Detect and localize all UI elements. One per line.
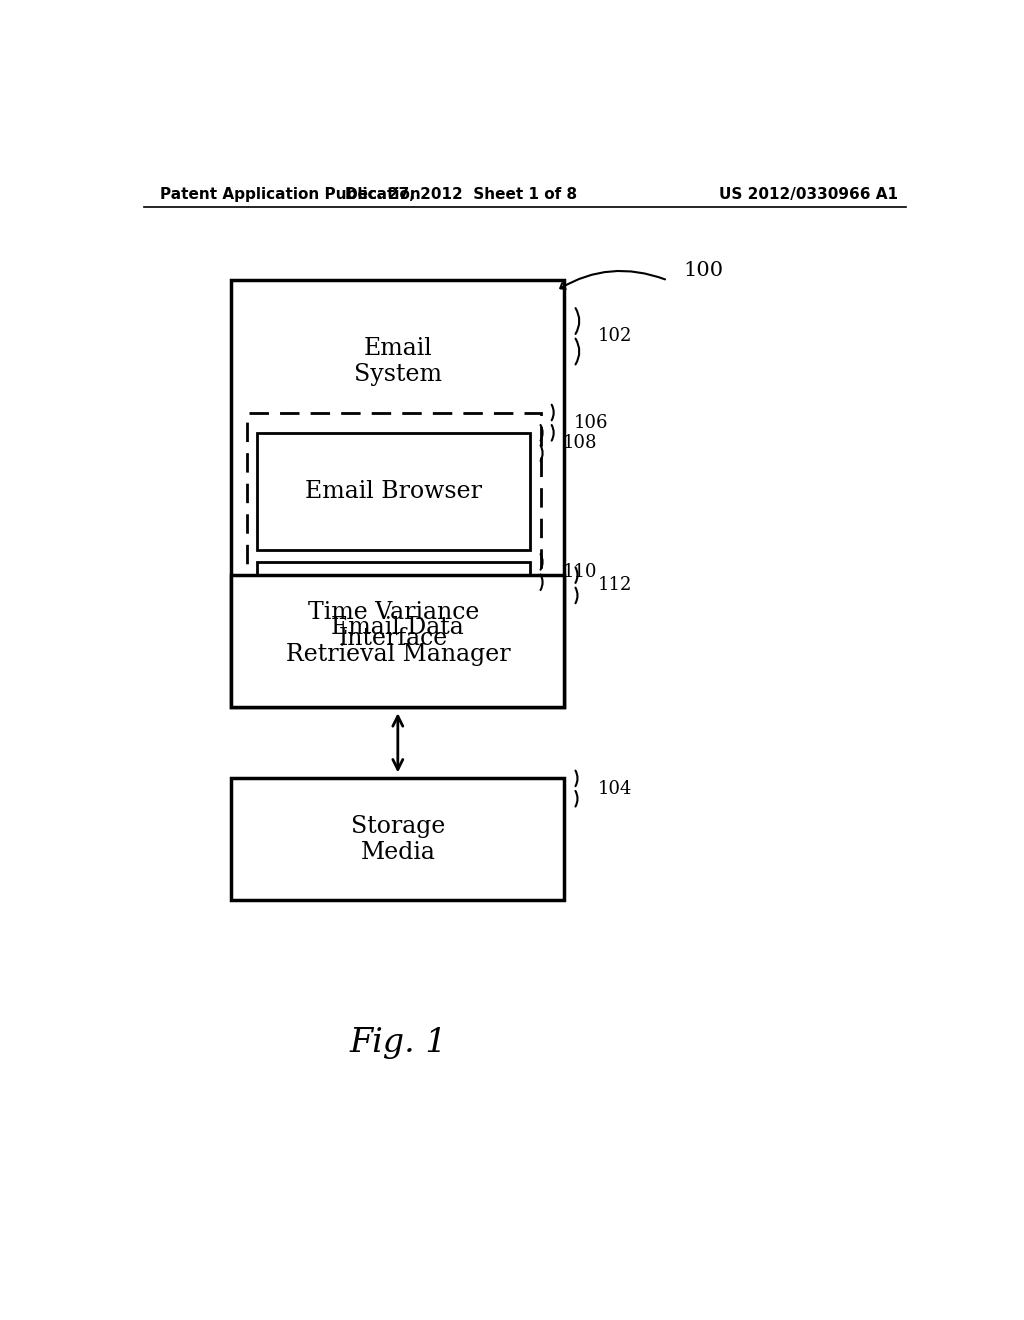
Text: 112: 112 <box>598 577 632 594</box>
Text: Patent Application Publication: Patent Application Publication <box>160 187 421 202</box>
Bar <box>231 280 564 708</box>
Text: 110: 110 <box>563 564 597 581</box>
Bar <box>247 412 541 702</box>
Bar <box>231 576 564 708</box>
Text: Fig. 1: Fig. 1 <box>349 1027 446 1059</box>
Text: Time Variance
Interface: Time Variance Interface <box>308 601 479 651</box>
Text: US 2012/0330966 A1: US 2012/0330966 A1 <box>719 187 898 202</box>
Text: Email Data
Retrieval Manager: Email Data Retrieval Manager <box>286 616 510 667</box>
Text: Storage
Media: Storage Media <box>350 814 445 865</box>
Text: 102: 102 <box>598 327 632 346</box>
Text: 104: 104 <box>598 780 632 797</box>
Text: Email Browser: Email Browser <box>305 479 482 503</box>
Text: 100: 100 <box>684 261 724 280</box>
Bar <box>257 562 529 689</box>
Text: Dec. 27, 2012  Sheet 1 of 8: Dec. 27, 2012 Sheet 1 of 8 <box>345 187 578 202</box>
Bar <box>231 779 564 900</box>
Text: Email
System: Email System <box>354 337 441 387</box>
Text: 108: 108 <box>563 434 597 451</box>
Text: 106: 106 <box>574 413 608 432</box>
Bar <box>257 433 529 549</box>
